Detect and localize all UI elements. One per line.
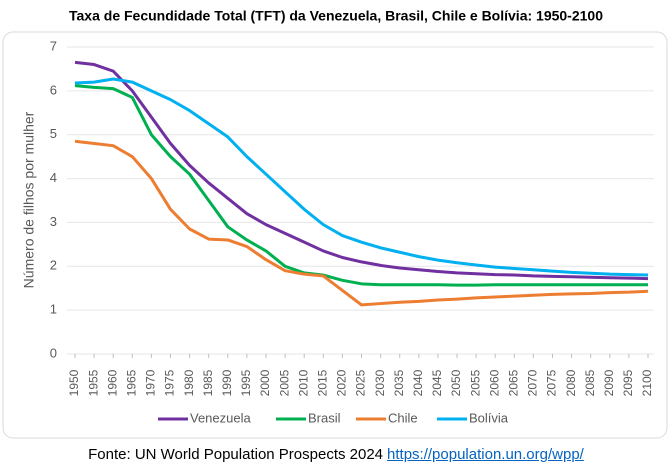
y-tick-label: 5 bbox=[50, 126, 57, 141]
x-tick-label: 1980 bbox=[182, 369, 196, 396]
legend-label: Chile bbox=[388, 410, 418, 425]
x-tick-label: 2070 bbox=[526, 369, 540, 396]
x-tick-label: 2025 bbox=[354, 369, 368, 396]
chart-title: Taxa de Fecundidade Total (TFT) da Venez… bbox=[69, 8, 603, 24]
x-tick-label: 2050 bbox=[449, 369, 463, 396]
x-tick-label: 1955 bbox=[86, 369, 100, 396]
x-tick-label: 2060 bbox=[487, 369, 501, 396]
x-tick-label: 2095 bbox=[621, 369, 635, 396]
source-link[interactable]: https://population.un.org/wpp/ bbox=[387, 446, 584, 463]
x-tick-label: 2080 bbox=[564, 369, 578, 396]
y-tick-label: 0 bbox=[50, 345, 57, 360]
source-text: Fonte: UN World Population Prospects 202… bbox=[88, 446, 384, 463]
x-tick-label: 2000 bbox=[258, 369, 272, 396]
source: Fonte: UN World Population Prospects 202… bbox=[0, 446, 672, 463]
series-line bbox=[74, 77, 649, 277]
x-tick-label: 1960 bbox=[105, 369, 119, 396]
x-tick-label: 1985 bbox=[201, 369, 215, 396]
y-tick-label: 3 bbox=[50, 214, 57, 229]
legend-label: Venezuela bbox=[190, 410, 251, 425]
x-tick-label: 2055 bbox=[468, 369, 482, 396]
y-tick-label: 1 bbox=[50, 302, 57, 317]
x-tick-label: 2035 bbox=[392, 369, 406, 396]
x-tick-label: 1990 bbox=[220, 369, 234, 396]
x-tick-label: 1970 bbox=[144, 369, 158, 396]
series-line bbox=[74, 60, 649, 281]
x-tick-label: 1975 bbox=[163, 369, 177, 396]
x-tick-label: 1965 bbox=[124, 369, 138, 396]
y-axis-label: Número de filhos por mulher bbox=[21, 111, 37, 288]
y-tick-label: 2 bbox=[50, 258, 57, 273]
x-tick-label: 2010 bbox=[296, 369, 310, 396]
x-tick-label: 2075 bbox=[545, 369, 559, 396]
x-tick-label: 2040 bbox=[411, 369, 425, 396]
x-tick-label: 2090 bbox=[602, 369, 616, 396]
y-tick-label: 6 bbox=[50, 82, 57, 97]
x-tick-label: 2065 bbox=[506, 369, 520, 396]
y-tick-label: 4 bbox=[50, 170, 57, 185]
x-tick-label: 2030 bbox=[373, 369, 387, 396]
x-tick-label: 2045 bbox=[430, 369, 444, 396]
series-line bbox=[74, 139, 649, 307]
legend-label: Brasil bbox=[308, 410, 341, 425]
series-line bbox=[74, 84, 648, 287]
x-tick-label: 2005 bbox=[277, 369, 291, 396]
x-tick-label: 2100 bbox=[640, 369, 654, 396]
y-tick-label: 7 bbox=[50, 38, 57, 53]
x-tick-label: 1995 bbox=[239, 369, 253, 396]
legend-label: Bolívia bbox=[469, 410, 509, 425]
x-tick-label: 2085 bbox=[583, 369, 597, 396]
x-tick-label: 2015 bbox=[315, 369, 329, 396]
x-tick-label: 2020 bbox=[335, 369, 349, 396]
x-tick-label: 1950 bbox=[67, 369, 81, 396]
chart-frame bbox=[2, 31, 668, 439]
chart: Taxa de Fecundidade Total (TFT) da Venez… bbox=[2, 8, 668, 439]
